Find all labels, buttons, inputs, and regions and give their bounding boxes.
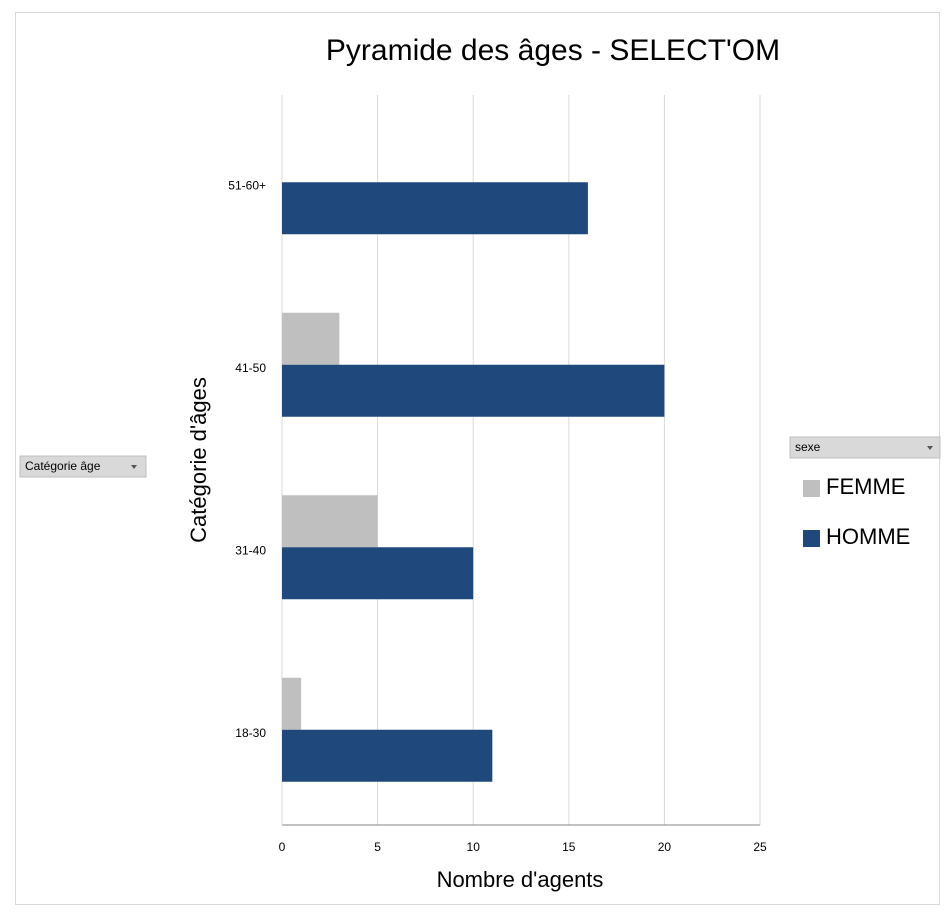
y-tick-label: 18-30	[235, 726, 266, 740]
bar	[282, 547, 474, 600]
bar	[282, 729, 493, 782]
y-tick-label: 31-40	[235, 543, 266, 557]
button-box[interactable]	[19, 455, 147, 478]
x-tick-label: 25	[753, 840, 767, 854]
bar	[282, 495, 378, 548]
chart-title: Pyramide des âges - SELECT'OM	[326, 34, 780, 67]
bar	[282, 677, 302, 730]
legend-label: HOMME	[826, 524, 910, 549]
legend-swatch	[803, 530, 820, 547]
button-label[interactable]: sexe	[795, 440, 821, 454]
x-axis-title: Nombre d'agents	[437, 867, 604, 892]
legend-field-button[interactable]: sexe	[789, 436, 941, 459]
bar	[282, 312, 340, 365]
x-tick-label: 20	[658, 840, 672, 854]
button-label[interactable]: Catégorie âge	[25, 459, 101, 473]
row-field-button[interactable]: Catégorie âge	[19, 455, 147, 478]
button-box[interactable]	[789, 436, 941, 459]
y-axis-title: Catégorie d'âges	[186, 377, 211, 543]
x-tick-label: 0	[279, 840, 286, 854]
legend-swatch	[803, 480, 820, 497]
x-tick-label: 5	[374, 840, 381, 854]
dropdown-arrow[interactable]	[927, 446, 933, 450]
dropdown-arrow[interactable]	[131, 465, 137, 469]
bar	[282, 182, 588, 235]
bar	[282, 364, 665, 417]
legend-label: FEMME	[826, 474, 905, 499]
x-tick-label: 10	[467, 840, 481, 854]
y-tick-label: 41-50	[235, 361, 266, 375]
y-tick-label: 51-60+	[228, 178, 266, 192]
x-tick-label: 15	[562, 840, 576, 854]
